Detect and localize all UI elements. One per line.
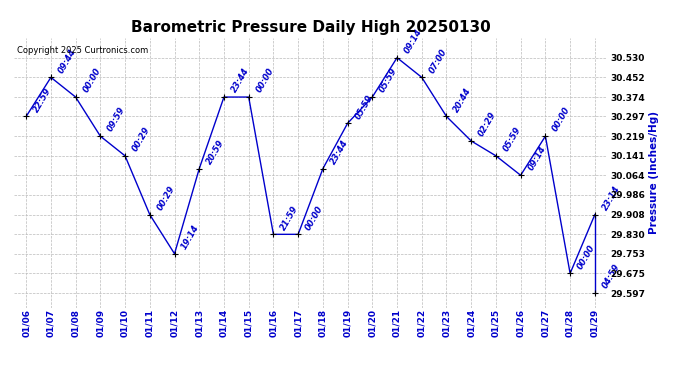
Text: 05:59: 05:59 <box>502 125 523 153</box>
Text: 23:14: 23:14 <box>600 184 622 212</box>
Text: 00:00: 00:00 <box>81 66 102 94</box>
Text: 19:14: 19:14 <box>180 223 201 251</box>
Text: 22:59: 22:59 <box>32 86 53 114</box>
Text: 23:44: 23:44 <box>328 138 350 166</box>
Text: 00:00: 00:00 <box>575 243 597 271</box>
Text: Copyright 2025 Curtronics.com: Copyright 2025 Curtronics.com <box>17 46 148 55</box>
Text: 00:29: 00:29 <box>155 184 177 212</box>
Text: 09:14: 09:14 <box>526 145 547 172</box>
Text: 20:44: 20:44 <box>452 86 473 114</box>
Text: 00:29: 00:29 <box>130 125 152 153</box>
Text: 21:59: 21:59 <box>279 204 300 231</box>
Text: 23:44: 23:44 <box>230 66 250 94</box>
Text: 09:44: 09:44 <box>57 47 78 75</box>
Y-axis label: Pressure (Inches/Hg): Pressure (Inches/Hg) <box>649 111 659 234</box>
Text: 00:00: 00:00 <box>254 66 275 94</box>
Text: 00:00: 00:00 <box>304 204 325 231</box>
Text: 05:59: 05:59 <box>353 93 375 120</box>
Text: 09:14: 09:14 <box>402 27 424 55</box>
Text: 05:59: 05:59 <box>378 66 399 94</box>
Text: 04:59: 04:59 <box>600 262 622 290</box>
Text: 20:59: 20:59 <box>205 138 226 166</box>
Text: 02:29: 02:29 <box>477 110 498 138</box>
Text: 00:00: 00:00 <box>551 106 572 134</box>
Text: 07:00: 07:00 <box>427 47 449 75</box>
Title: Barometric Pressure Daily High 20250130: Barometric Pressure Daily High 20250130 <box>130 20 491 35</box>
Text: 09:59: 09:59 <box>106 106 127 134</box>
